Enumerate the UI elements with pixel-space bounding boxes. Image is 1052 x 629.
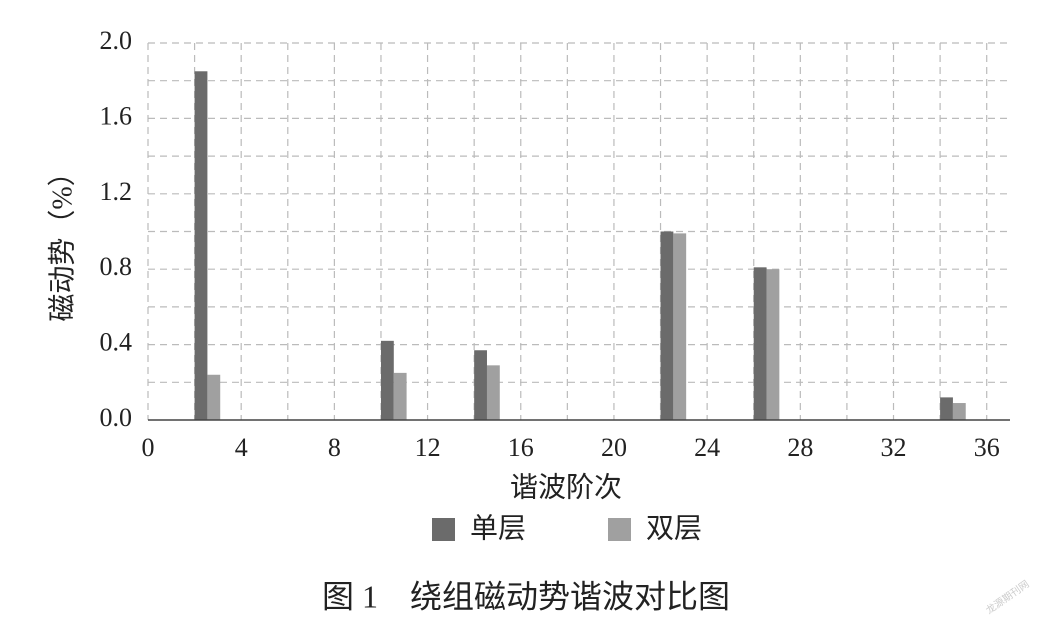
legend-label: 单层 bbox=[470, 512, 526, 544]
x-tick-label: 0 bbox=[142, 433, 155, 462]
legend-label: 双层 bbox=[646, 513, 702, 544]
y-tick-label: 1.2 bbox=[100, 177, 133, 206]
x-tick-label: 20 bbox=[601, 433, 627, 462]
bar bbox=[940, 397, 953, 420]
bar bbox=[380, 340, 394, 420]
bar bbox=[766, 269, 780, 420]
x-axis-label: 谐波阶次 bbox=[510, 471, 622, 503]
x-tick-label: 36 bbox=[974, 433, 1000, 462]
y-tick-label: 0.8 bbox=[100, 252, 133, 281]
y-axis-label: 磁动势（%） bbox=[46, 158, 78, 321]
x-tick-label: 8 bbox=[328, 433, 341, 462]
x-tick-label: 24 bbox=[694, 433, 720, 462]
bar bbox=[753, 267, 767, 420]
bar bbox=[393, 372, 407, 420]
y-tick-label: 2.0 bbox=[100, 26, 133, 55]
x-tick-label: 16 bbox=[508, 433, 534, 462]
bar bbox=[486, 365, 500, 420]
legend-swatch bbox=[608, 518, 631, 541]
watermark: 龙源期刊网 bbox=[983, 577, 1031, 616]
y-tick-label: 0.4 bbox=[100, 328, 133, 357]
x-tick-label: 12 bbox=[415, 433, 441, 462]
chart-title: 图 1 绕组磁动势谐波对比图 bbox=[322, 578, 730, 614]
x-tick-label: 32 bbox=[881, 433, 907, 462]
bar bbox=[207, 374, 221, 420]
x-tick-label: 4 bbox=[235, 433, 248, 462]
legend-swatch bbox=[432, 518, 455, 541]
bar bbox=[660, 231, 674, 420]
bar bbox=[673, 233, 687, 420]
y-tick-label: 0.0 bbox=[100, 403, 133, 432]
bar bbox=[952, 403, 966, 420]
bar bbox=[474, 350, 487, 420]
x-tick-label: 28 bbox=[787, 433, 813, 462]
y-tick-label: 1.6 bbox=[100, 101, 133, 130]
bar bbox=[194, 71, 208, 421]
